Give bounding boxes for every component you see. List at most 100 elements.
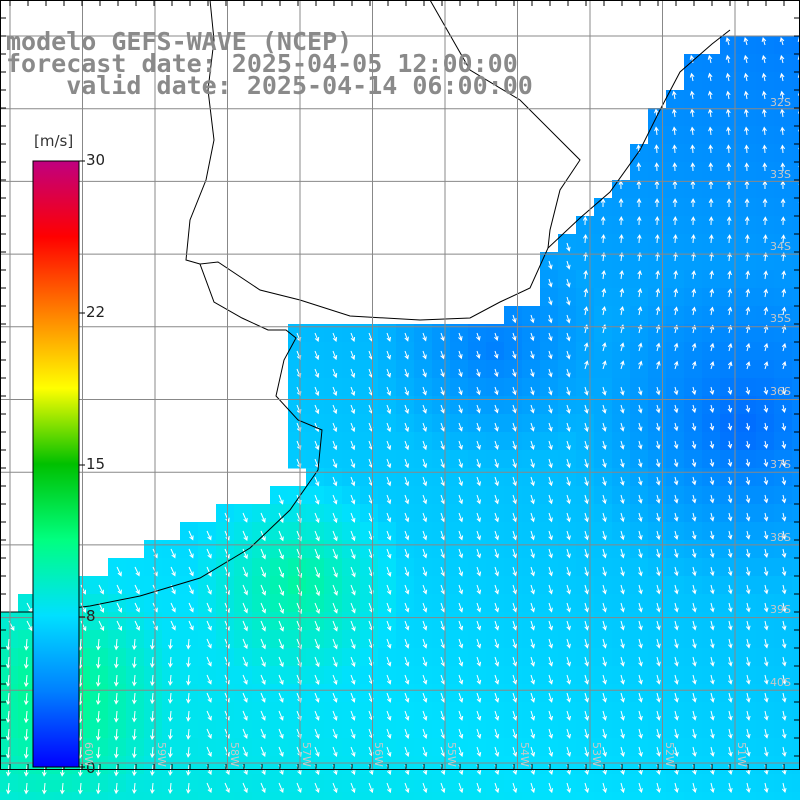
wind-arrow bbox=[600, 198, 606, 208]
wind-cell bbox=[630, 324, 649, 343]
wind-cell bbox=[720, 252, 739, 271]
wind-arrow bbox=[746, 674, 751, 685]
wind-arrow bbox=[512, 692, 518, 703]
wind-cell bbox=[648, 360, 667, 379]
wind-cell bbox=[774, 144, 793, 163]
wind-arrow bbox=[743, 72, 749, 82]
wind-arrow bbox=[674, 674, 679, 685]
wind-arrow bbox=[674, 620, 679, 631]
wind-arrow bbox=[620, 692, 625, 703]
wind-arrow bbox=[530, 656, 535, 667]
wind-arrow bbox=[601, 305, 607, 316]
wind-cell bbox=[756, 36, 775, 55]
wind-arrow bbox=[709, 530, 715, 540]
wind-cell bbox=[792, 216, 800, 235]
wind-arrow bbox=[530, 368, 535, 378]
wind-cell bbox=[342, 792, 361, 800]
wind-arrow bbox=[745, 656, 751, 667]
wind-cell bbox=[666, 216, 685, 235]
wind-arrow bbox=[781, 476, 787, 486]
lon-label: 57W bbox=[300, 742, 313, 767]
wind-cell bbox=[702, 270, 721, 289]
wind-arrow bbox=[332, 494, 338, 505]
wind-arrow bbox=[656, 584, 661, 595]
lon-label: 52W bbox=[663, 742, 676, 767]
wind-arrow bbox=[422, 620, 428, 631]
wind-arrow bbox=[602, 494, 607, 505]
lat-label: 32S bbox=[770, 96, 791, 109]
wind-arrow bbox=[673, 404, 679, 414]
wind-arrow bbox=[745, 566, 751, 577]
wind-cell bbox=[774, 288, 793, 307]
wind-arrow bbox=[386, 476, 392, 487]
wind-arrow bbox=[314, 620, 320, 632]
wind-cell bbox=[738, 108, 757, 127]
wind-cell bbox=[666, 180, 685, 199]
wind-cell bbox=[432, 792, 451, 800]
wind-arrow bbox=[620, 512, 625, 523]
wind-cell bbox=[684, 108, 703, 127]
wind-arrow bbox=[620, 620, 625, 631]
wind-arrow bbox=[726, 126, 731, 136]
wind-arrow bbox=[674, 692, 679, 703]
wind-arrow bbox=[242, 656, 248, 668]
wind-vectors bbox=[5, 36, 800, 795]
wind-cell bbox=[630, 198, 649, 217]
wind-arrow bbox=[602, 584, 607, 595]
wind-arrow bbox=[674, 602, 679, 613]
wind-cell bbox=[792, 774, 800, 793]
wind-arrow bbox=[709, 548, 715, 559]
wind-arrow bbox=[781, 512, 787, 522]
wind-arrow bbox=[350, 332, 356, 342]
wind-arrow bbox=[24, 638, 29, 651]
wind-arrow bbox=[512, 422, 517, 432]
wind-arrow bbox=[206, 530, 212, 541]
wind-arrow bbox=[763, 692, 769, 703]
lat-label: 39S bbox=[770, 603, 791, 616]
wind-arrow bbox=[530, 566, 535, 577]
wind-arrow bbox=[781, 620, 787, 631]
wind-arrow bbox=[314, 602, 320, 614]
wind-arrow bbox=[583, 342, 589, 352]
wind-arrow bbox=[476, 656, 482, 667]
wind-arrow bbox=[476, 512, 481, 523]
wind-arrow bbox=[638, 360, 643, 370]
wind-cell bbox=[702, 324, 721, 343]
wind-arrow bbox=[655, 270, 660, 280]
wind-arrow bbox=[530, 584, 535, 595]
wind-arrow bbox=[638, 656, 643, 667]
wind-cell bbox=[666, 270, 685, 289]
wind-arrow bbox=[674, 710, 679, 721]
wind-cell bbox=[702, 54, 721, 73]
wind-cell bbox=[648, 252, 667, 271]
wind-arrow bbox=[278, 620, 284, 632]
wind-arrow bbox=[350, 584, 356, 596]
wind-arrow bbox=[458, 656, 464, 667]
wind-cell bbox=[684, 90, 703, 109]
wind-arrow bbox=[689, 90, 695, 100]
wind-arrow bbox=[494, 656, 500, 667]
wind-cell bbox=[738, 306, 757, 325]
wind-arrow bbox=[762, 162, 768, 172]
wind-arrow bbox=[727, 386, 733, 396]
wind-arrow bbox=[745, 458, 751, 468]
wind-arrow bbox=[691, 440, 697, 450]
wind-arrow bbox=[386, 656, 392, 667]
wind-cell bbox=[774, 180, 793, 199]
wind-arrow bbox=[386, 530, 392, 541]
wind-arrow bbox=[350, 440, 356, 451]
wind-arrow bbox=[566, 422, 571, 433]
wind-arrow bbox=[548, 602, 553, 613]
wind-arrow bbox=[150, 674, 155, 687]
wind-arrow bbox=[745, 270, 750, 280]
wind-arrow bbox=[494, 674, 500, 685]
wind-cell bbox=[666, 144, 685, 163]
wind-cell bbox=[594, 198, 613, 217]
wind-arrow bbox=[674, 548, 679, 559]
wind-cell bbox=[666, 252, 685, 271]
wind-arrow bbox=[476, 458, 481, 469]
wind-arrow bbox=[314, 440, 320, 451]
wind-arrow bbox=[440, 620, 446, 631]
wind-arrow bbox=[422, 530, 428, 541]
wind-arrow bbox=[780, 234, 786, 244]
